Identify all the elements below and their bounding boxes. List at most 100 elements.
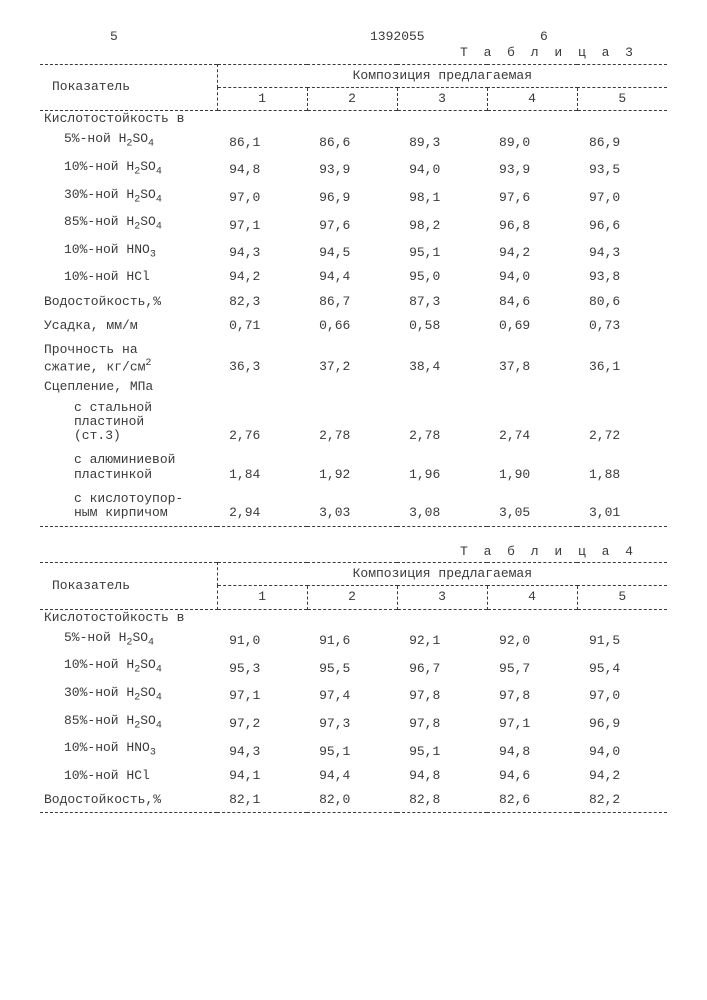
table4-row-label: 10%-ной H2SO4 [40,653,217,681]
table4-row-label: Кислотостойкость в [40,609,217,626]
table3-cell: 38,4 [397,338,487,379]
table3-label-header: Показатель [40,64,217,111]
table4-cell: 95,1 [307,736,397,764]
table3-cell: 86,7 [307,290,397,314]
table4-cell: 94,8 [487,736,577,764]
table3-cell: 2,74 [487,396,577,449]
table3-cell [577,379,667,395]
table3-cell: 84,6 [487,290,577,314]
table3-cell: 97,1 [217,210,307,238]
table4: Показатель Композиция предлагаемая 12345… [40,562,667,813]
table3-cell: 80,6 [577,290,667,314]
table3-cell: 97,6 [487,183,577,211]
table3-cell [307,111,397,128]
table3-group-header: Композиция предлагаемая [217,64,667,87]
table3-cell: 97,0 [577,183,667,211]
table4-row-label: 30%-ной H2SO4 [40,681,217,709]
table3-cell: 97,6 [307,210,397,238]
table4-title: Т а б л и ц а 4 [40,545,667,559]
table3-cell: 1,90 [487,448,577,487]
table3-col-header: 3 [397,87,487,110]
table4-cell [307,609,397,626]
table4-cell: 97,1 [217,681,307,709]
table3-cell: 94,2 [217,265,307,289]
table3-cell: 0,73 [577,314,667,338]
table4-col-header: 1 [217,586,307,609]
table3-cell: 95,0 [397,265,487,289]
page-header: 5 1392055 6 [40,30,667,44]
table3-row-label: 85%-ной H2SO4 [40,210,217,238]
table3-cell: 1,96 [397,448,487,487]
table4-col-header: 3 [397,586,487,609]
table4-row-label: 85%-ной H2SO4 [40,709,217,737]
table4-cell: 95,5 [307,653,397,681]
table3-cell: 89,0 [487,127,577,155]
table3-cell: 94,4 [307,265,397,289]
table3-col-header: 5 [577,87,667,110]
table3-cell: 93,5 [577,155,667,183]
table3-cell: 87,3 [397,290,487,314]
table3-cell: 0,69 [487,314,577,338]
table4-cell: 92,1 [397,626,487,654]
table4-row-label: 10%-ной HNO3 [40,736,217,764]
table3-col-header: 2 [307,87,397,110]
table4-cell: 94,8 [397,764,487,788]
table3-cell: 93,9 [487,155,577,183]
table4-cell: 91,5 [577,626,667,654]
table3-cell: 37,2 [307,338,397,379]
table4-cell [397,609,487,626]
table3-cell: 86,6 [307,127,397,155]
table3-cell: 94,0 [487,265,577,289]
table3-cell: 94,3 [217,238,307,266]
table3-cell [217,379,307,395]
table3-row-label: с стальнойпластиной(ст.3) [40,396,217,449]
table4-cell [217,609,307,626]
table4-row-label: 5%-ной H2SO4 [40,626,217,654]
table3-row-label: 10%-ной HNO3 [40,238,217,266]
table3-row-label: 10%-ной HCl [40,265,217,289]
table4-cell: 95,7 [487,653,577,681]
table3-cell: 94,5 [307,238,397,266]
table3-row-label: с алюминиевойпластинкой [40,448,217,487]
table3-cell [487,379,577,395]
col-num-left: 5 [40,30,370,44]
table4-label-header: Показатель [40,562,217,609]
table3-cell: 98,1 [397,183,487,211]
table3-cell: 2,78 [397,396,487,449]
table3-cell: 0,66 [307,314,397,338]
table3-cell: 96,8 [487,210,577,238]
table3-cell: 36,1 [577,338,667,379]
table4-cell: 94,2 [577,764,667,788]
table4-cell: 97,8 [487,681,577,709]
table3-cell [577,111,667,128]
table4-cell: 82,0 [307,788,397,813]
table4-cell: 82,1 [217,788,307,813]
table3-row-label: Кислотостойкость в [40,111,217,128]
table3-cell: 98,2 [397,210,487,238]
table3-row-label: Усадка, мм/м [40,314,217,338]
table3-cell: 3,08 [397,487,487,526]
table4-cell: 97,3 [307,709,397,737]
table3-cell: 96,6 [577,210,667,238]
table4-row-label: Водостойкость,% [40,788,217,813]
table4-cell: 94,0 [577,736,667,764]
table4-cell: 95,3 [217,653,307,681]
table4-cell: 95,4 [577,653,667,681]
table3-cell: 0,71 [217,314,307,338]
table3-cell: 94,0 [397,155,487,183]
table4-cell: 94,1 [217,764,307,788]
table3-cell: 1,88 [577,448,667,487]
col-num-right: 6 [530,30,667,44]
table4-cell [577,609,667,626]
table4-cell: 94,3 [217,736,307,764]
table4-cell: 82,8 [397,788,487,813]
table3-cell: 96,9 [307,183,397,211]
table4-row-label: 10%-ной HCl [40,764,217,788]
table3-row-label: Водостойкость,% [40,290,217,314]
table3-cell: 2,72 [577,396,667,449]
table3-cell: 3,05 [487,487,577,526]
table3-cell [397,379,487,395]
table3-row-label: Прочность насжатие, кг/см2 [40,338,217,379]
table4-group-header: Композиция предлагаемая [217,562,667,585]
table3-cell [217,111,307,128]
